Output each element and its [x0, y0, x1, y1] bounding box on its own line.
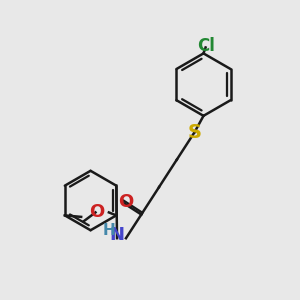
- Text: O: O: [89, 203, 105, 221]
- Text: H: H: [102, 223, 115, 238]
- Text: S: S: [188, 123, 202, 142]
- Text: Cl: Cl: [197, 37, 215, 55]
- Text: N: N: [109, 226, 124, 244]
- Text: O: O: [118, 194, 134, 211]
